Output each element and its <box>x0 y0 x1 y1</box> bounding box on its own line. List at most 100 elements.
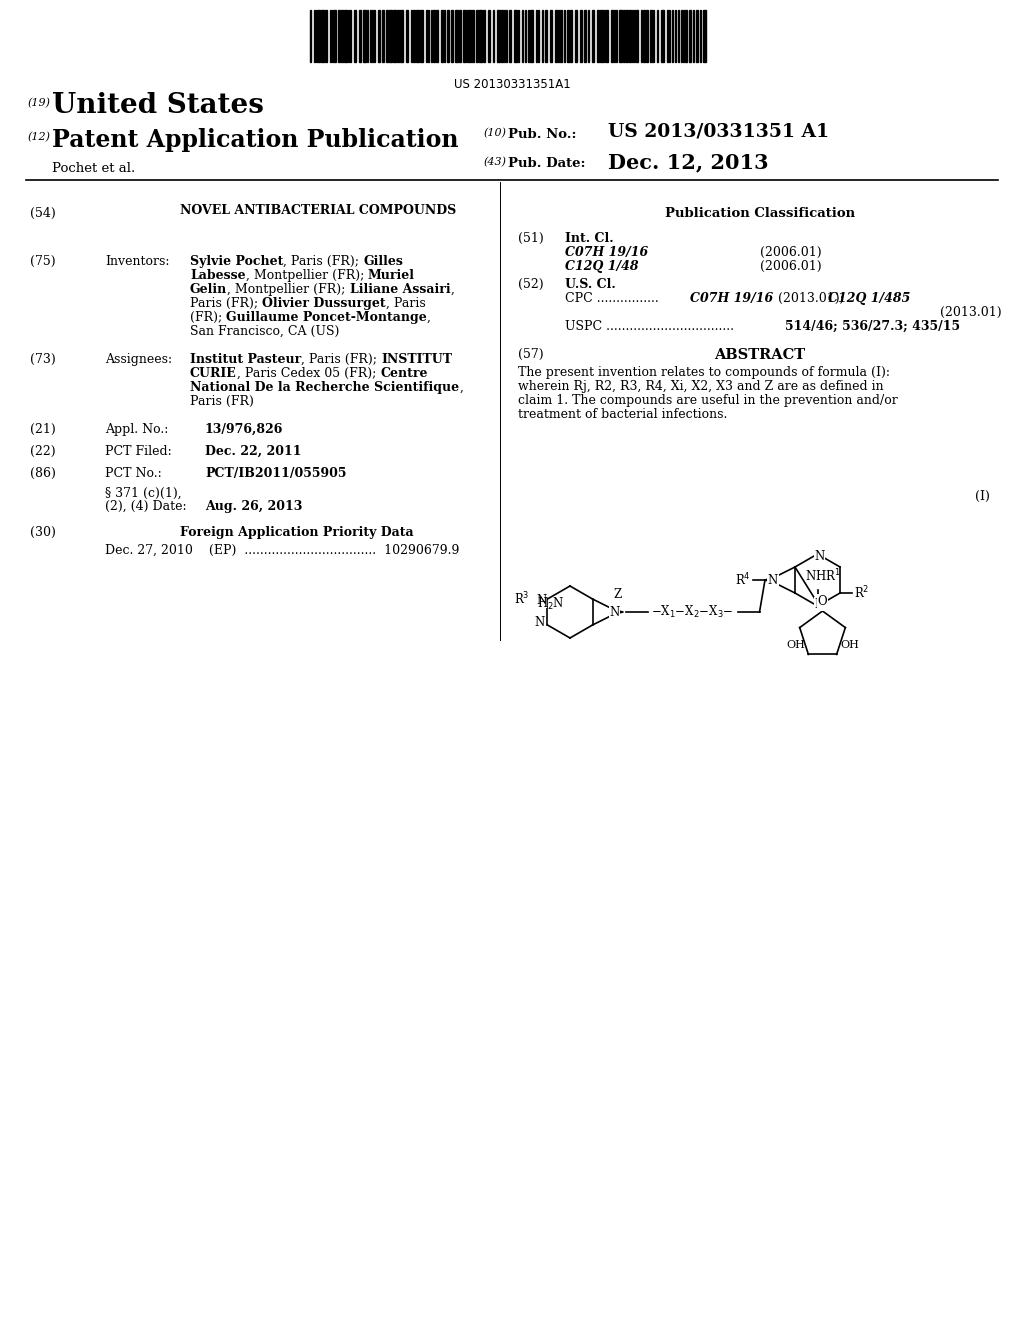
Text: (2013.01): (2013.01) <box>940 306 1001 319</box>
Text: Liliane Assairi: Liliane Assairi <box>349 282 451 296</box>
Text: Labesse: Labesse <box>190 269 246 282</box>
Bar <box>555 11 557 62</box>
Text: PCT Filed:: PCT Filed: <box>105 445 172 458</box>
Text: N: N <box>609 606 620 619</box>
Text: Publication Classification: Publication Classification <box>665 207 855 220</box>
Text: OH: OH <box>840 640 859 649</box>
Text: (2), (4) Date:: (2), (4) Date: <box>105 500 186 513</box>
Bar <box>618 11 622 62</box>
Text: (FR);: (FR); <box>190 312 226 323</box>
Text: (75): (75) <box>30 255 55 268</box>
Bar <box>600 11 603 62</box>
Bar <box>643 11 645 62</box>
Bar <box>509 11 511 62</box>
Bar <box>483 11 485 62</box>
Bar <box>468 11 471 62</box>
Text: (54): (54) <box>30 207 55 220</box>
Bar <box>318 11 319 62</box>
Text: $-$X$_1$$-$X$_2$$-$X$_3$$-$: $-$X$_1$$-$X$_2$$-$X$_3$$-$ <box>651 605 733 620</box>
Text: § 371 (c)(1),: § 371 (c)(1), <box>105 487 181 500</box>
Bar <box>416 11 419 62</box>
Text: , Paris Cedex 05 (FR);: , Paris Cedex 05 (FR); <box>237 367 380 380</box>
Text: (10): (10) <box>484 128 507 139</box>
Bar <box>334 11 336 62</box>
Text: The present invention relates to compounds of formula (I):: The present invention relates to compoun… <box>518 366 890 379</box>
Text: US 2013/0331351 A1: US 2013/0331351 A1 <box>608 123 829 141</box>
Bar <box>406 11 408 62</box>
Bar <box>447 11 449 62</box>
Bar <box>696 11 698 62</box>
Bar <box>685 11 687 62</box>
Text: ,: , <box>451 282 454 296</box>
Text: San Francisco, CA (US): San Francisco, CA (US) <box>190 325 339 338</box>
Text: (21): (21) <box>30 422 55 436</box>
Text: N: N <box>814 549 824 562</box>
Bar <box>626 11 628 62</box>
Bar <box>501 11 503 62</box>
Text: , Paris (FR);: , Paris (FR); <box>284 255 364 268</box>
Text: Dec. 27, 2010    (EP)  ..................................  10290679.9: Dec. 27, 2010 (EP) .....................… <box>105 544 460 557</box>
Bar <box>433 11 435 62</box>
Bar <box>623 11 625 62</box>
Bar <box>662 11 664 62</box>
Text: USPC .................................: USPC ................................. <box>565 319 734 333</box>
Bar <box>488 11 490 62</box>
Bar <box>338 11 340 62</box>
Bar <box>497 11 500 62</box>
Text: C12Q 1/48: C12Q 1/48 <box>565 260 639 273</box>
Bar <box>451 11 453 62</box>
Bar <box>325 11 327 62</box>
Text: R$^2$: R$^2$ <box>854 585 869 602</box>
Bar <box>597 11 599 62</box>
Text: (73): (73) <box>30 352 55 366</box>
Text: Paris (FR);: Paris (FR); <box>190 297 262 310</box>
Text: N: N <box>814 598 824 610</box>
Text: Dec. 22, 2011: Dec. 22, 2011 <box>205 445 301 458</box>
Bar <box>650 11 652 62</box>
Text: CPC ................: CPC ................ <box>565 292 658 305</box>
Text: US 20130331351A1: US 20130331351A1 <box>454 78 570 91</box>
Bar <box>476 11 478 62</box>
Text: C07H 19/16: C07H 19/16 <box>690 292 773 305</box>
Text: N: N <box>768 573 778 586</box>
Bar <box>636 11 638 62</box>
Text: Patent Application Publication: Patent Application Publication <box>52 128 459 152</box>
Text: Appl. No.:: Appl. No.: <box>105 422 168 436</box>
Bar <box>386 11 388 62</box>
Text: Gilles: Gilles <box>364 255 403 268</box>
Text: Sylvie Pochet: Sylvie Pochet <box>190 255 284 268</box>
Text: (12): (12) <box>28 132 51 143</box>
Text: Assignees:: Assignees: <box>105 352 172 366</box>
Text: Institut Pasteur: Institut Pasteur <box>190 352 301 366</box>
Text: R$^3$: R$^3$ <box>514 591 529 607</box>
Bar <box>545 11 547 62</box>
Text: claim 1. The compounds are useful in the prevention and/or: claim 1. The compounds are useful in the… <box>518 393 898 407</box>
Text: (2006.01): (2006.01) <box>760 260 821 273</box>
Text: (51): (51) <box>518 232 544 246</box>
Text: U.S. Cl.: U.S. Cl. <box>565 279 615 290</box>
Bar <box>393 11 396 62</box>
Text: (22): (22) <box>30 445 55 458</box>
Bar <box>570 11 572 62</box>
Text: United States: United States <box>52 92 264 119</box>
Bar <box>413 11 415 62</box>
Text: NOVEL ANTIBACTERIAL COMPOUNDS: NOVEL ANTIBACTERIAL COMPOUNDS <box>180 205 457 216</box>
Bar <box>463 11 465 62</box>
Bar <box>646 11 648 62</box>
Text: National De la Recherche Scientifique: National De la Recherche Scientifique <box>190 381 459 393</box>
Bar <box>584 11 586 62</box>
Text: CURIE: CURIE <box>190 367 237 380</box>
Text: Z: Z <box>613 587 622 601</box>
Bar <box>378 11 380 62</box>
Text: C12Q 1/485: C12Q 1/485 <box>828 292 910 305</box>
Bar <box>479 11 482 62</box>
Text: Foreign Application Priority Data: Foreign Application Priority Data <box>180 525 414 539</box>
Text: , Paris (FR);: , Paris (FR); <box>301 352 381 366</box>
Text: C07H 19/16: C07H 19/16 <box>565 246 648 259</box>
Text: (43): (43) <box>484 157 507 168</box>
Text: Paris (FR): Paris (FR) <box>190 395 254 408</box>
Text: N: N <box>535 616 545 630</box>
Text: Pub. No.:: Pub. No.: <box>508 128 577 141</box>
Bar <box>321 11 324 62</box>
Bar <box>344 11 347 62</box>
